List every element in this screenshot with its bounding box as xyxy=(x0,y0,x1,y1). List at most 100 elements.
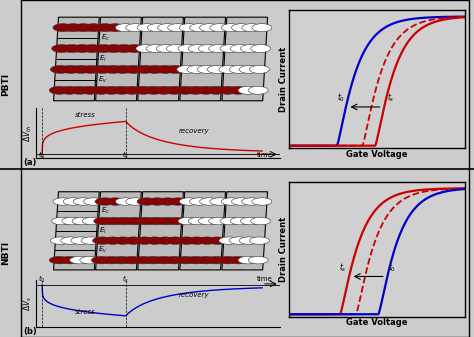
Circle shape xyxy=(145,237,165,244)
Circle shape xyxy=(105,24,125,32)
Circle shape xyxy=(249,237,269,244)
Circle shape xyxy=(231,198,252,205)
Circle shape xyxy=(168,24,188,32)
Circle shape xyxy=(186,256,206,264)
Circle shape xyxy=(49,86,69,94)
Circle shape xyxy=(249,65,269,73)
Circle shape xyxy=(81,237,101,244)
Circle shape xyxy=(196,86,216,94)
Text: (a): (a) xyxy=(24,158,37,167)
Circle shape xyxy=(52,44,72,53)
Y-axis label: $\Delta V_s$: $\Delta V_s$ xyxy=(22,296,34,311)
Circle shape xyxy=(72,217,92,225)
Circle shape xyxy=(101,256,121,264)
Polygon shape xyxy=(138,17,183,101)
Circle shape xyxy=(187,65,207,73)
Circle shape xyxy=(123,65,143,73)
Circle shape xyxy=(61,65,81,73)
Circle shape xyxy=(168,198,188,205)
Circle shape xyxy=(186,86,206,94)
Text: $E_i$: $E_i$ xyxy=(100,54,107,64)
Circle shape xyxy=(164,86,184,94)
Text: $E_c$: $E_c$ xyxy=(100,206,109,216)
Text: (b): (b) xyxy=(24,327,37,336)
Circle shape xyxy=(63,24,83,32)
Circle shape xyxy=(126,24,146,32)
Circle shape xyxy=(101,86,121,94)
Circle shape xyxy=(104,44,124,53)
Circle shape xyxy=(135,65,155,73)
Circle shape xyxy=(105,198,125,205)
Circle shape xyxy=(124,44,145,53)
Circle shape xyxy=(83,198,103,205)
Circle shape xyxy=(71,237,91,244)
Circle shape xyxy=(91,256,111,264)
Circle shape xyxy=(113,237,133,244)
Text: recovery: recovery xyxy=(179,292,209,298)
Circle shape xyxy=(165,65,185,73)
Circle shape xyxy=(91,86,111,94)
Circle shape xyxy=(103,65,123,73)
Circle shape xyxy=(114,217,134,225)
Circle shape xyxy=(229,237,249,244)
Y-axis label: $\Delta V_{th}$: $\Delta V_{th}$ xyxy=(22,124,34,142)
Circle shape xyxy=(156,44,176,53)
Circle shape xyxy=(70,86,90,94)
Circle shape xyxy=(104,217,124,225)
Circle shape xyxy=(95,198,115,205)
Circle shape xyxy=(154,86,174,94)
Circle shape xyxy=(188,217,208,225)
Circle shape xyxy=(124,217,145,225)
Y-axis label: Drain Current: Drain Current xyxy=(279,47,288,112)
Circle shape xyxy=(49,256,69,264)
Circle shape xyxy=(218,86,237,94)
Circle shape xyxy=(177,237,197,244)
Circle shape xyxy=(242,198,262,205)
Circle shape xyxy=(220,44,240,53)
Circle shape xyxy=(166,44,186,53)
Circle shape xyxy=(103,237,123,244)
Polygon shape xyxy=(54,17,99,101)
Text: NBTI: NBTI xyxy=(1,241,10,265)
Circle shape xyxy=(230,44,250,53)
Circle shape xyxy=(248,86,268,94)
Circle shape xyxy=(197,65,217,73)
Polygon shape xyxy=(222,192,268,270)
Circle shape xyxy=(157,198,177,205)
Circle shape xyxy=(126,198,146,205)
Circle shape xyxy=(240,217,260,225)
Circle shape xyxy=(144,86,164,94)
Polygon shape xyxy=(54,192,99,270)
Circle shape xyxy=(59,256,80,264)
Polygon shape xyxy=(180,192,226,270)
Circle shape xyxy=(137,24,157,32)
Circle shape xyxy=(220,217,240,225)
Circle shape xyxy=(63,198,83,205)
Circle shape xyxy=(80,86,100,94)
Circle shape xyxy=(218,256,237,264)
Circle shape xyxy=(135,237,155,244)
Circle shape xyxy=(231,24,252,32)
Text: $E_c$: $E_c$ xyxy=(100,33,109,43)
Circle shape xyxy=(147,198,167,205)
Y-axis label: Drain Current: Drain Current xyxy=(279,217,288,282)
Circle shape xyxy=(190,198,210,205)
Circle shape xyxy=(62,217,82,225)
Circle shape xyxy=(252,198,272,205)
Text: PBTI: PBTI xyxy=(1,73,10,96)
Circle shape xyxy=(219,65,239,73)
Text: recovery: recovery xyxy=(179,128,209,134)
Circle shape xyxy=(80,256,100,264)
Circle shape xyxy=(82,44,102,53)
Circle shape xyxy=(251,44,271,53)
Circle shape xyxy=(155,237,175,244)
Circle shape xyxy=(239,237,259,244)
Text: $E_v$: $E_v$ xyxy=(98,245,108,255)
Circle shape xyxy=(82,217,102,225)
Text: time: time xyxy=(257,152,273,158)
Circle shape xyxy=(239,65,259,73)
Circle shape xyxy=(210,24,230,32)
Circle shape xyxy=(53,24,73,32)
Circle shape xyxy=(155,65,175,73)
Circle shape xyxy=(187,237,207,244)
